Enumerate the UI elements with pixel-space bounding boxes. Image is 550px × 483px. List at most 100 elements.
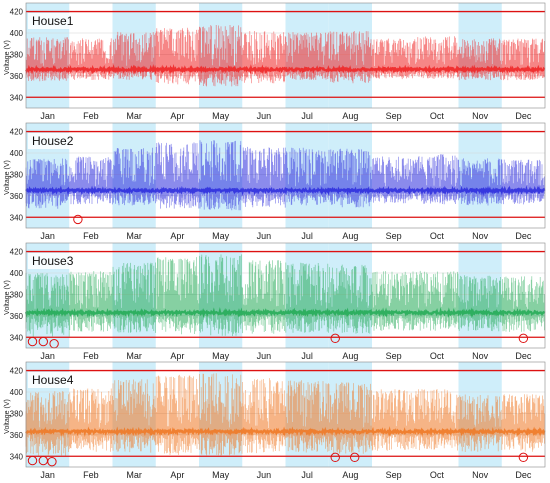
x-tick-label-jul: Jul	[301, 351, 313, 361]
x-tick-label-may: May	[212, 111, 230, 121]
x-tick-label-nov: Nov	[472, 231, 489, 241]
panel-title-bg	[28, 253, 74, 269]
x-tick-label-may: May	[212, 470, 230, 480]
y-tick-label: 360	[10, 312, 24, 321]
x-tick-label-dec: Dec	[515, 351, 532, 361]
y-tick-label: 380	[10, 50, 24, 59]
y-tick-label: 420	[10, 8, 24, 17]
violation-marker-2	[38, 336, 48, 347]
x-tick-label-jun: Jun	[257, 470, 272, 480]
y-tick-label: 340	[10, 452, 24, 461]
y-tick-label: 400	[10, 29, 24, 38]
violation-marker-5	[518, 333, 529, 344]
x-tick-label-may: May	[212, 351, 230, 361]
y-tick-label: 360	[10, 72, 24, 81]
violation-marker-1	[27, 336, 38, 347]
y-axis-label: Voltage (V)	[4, 160, 11, 195]
y-axis-label: Voltage (V)	[4, 399, 11, 434]
y-tick-label: 420	[10, 128, 24, 137]
plot-frame	[25, 2, 546, 109]
plot-frame	[25, 122, 546, 229]
y-tick-label: 400	[10, 269, 24, 278]
x-tick-label-nov: Nov	[472, 470, 489, 480]
x-tick-label-mar: Mar	[126, 351, 142, 361]
x-tick-label-aug: Aug	[342, 111, 358, 121]
x-tick-label-jan: Jan	[40, 351, 55, 361]
panel-title: House4	[32, 373, 74, 387]
x-tick-label-jan: Jan	[40, 111, 55, 121]
x-tick-label-apr: Apr	[170, 351, 184, 361]
x-tick-label-may: May	[212, 231, 230, 241]
voltage-baseline	[25, 426, 546, 438]
x-tick-label-sep: Sep	[386, 231, 402, 241]
panel-title: House1	[32, 14, 74, 28]
voltage-baseline	[25, 185, 546, 197]
x-tick-label-jun: Jun	[257, 351, 272, 361]
panel-title: House3	[32, 254, 74, 268]
x-tick-label-feb: Feb	[83, 111, 99, 121]
violation-marker-1	[27, 455, 38, 466]
violation-marker-1	[73, 214, 83, 225]
panel-2: 340 360 380 400 420 Voltage (V) Jan Feb Mar Apr Ma…	[4, 122, 546, 241]
violation-marker-6	[518, 452, 529, 463]
x-tick-label-dec: Dec	[515, 111, 532, 121]
y-tick-label: 420	[10, 367, 24, 376]
x-tick-label-dec: Dec	[515, 470, 532, 480]
x-tick-label-mar: Mar	[126, 231, 142, 241]
x-tick-label-aug: Aug	[342, 231, 358, 241]
plot-frame	[25, 361, 546, 468]
panel-4: 340 360 380 400 420 Voltage (V) Jan Feb Mar Apr Ma…	[4, 361, 546, 480]
x-tick-label-jan: Jan	[40, 231, 55, 241]
violation-marker-4	[330, 333, 340, 344]
x-tick-label-feb: Feb	[83, 231, 99, 241]
x-tick-label-aug: Aug	[342, 470, 358, 480]
x-tick-label-jan: Jan	[40, 470, 55, 480]
y-tick-label: 400	[10, 388, 24, 397]
x-tick-label-apr: Apr	[170, 231, 184, 241]
panel-title: House2	[32, 134, 74, 148]
y-tick-label: 380	[10, 409, 24, 418]
panel-3: 340 360 380 400 420 Voltage (V) Jan Feb Mar Apr Ma…	[4, 242, 546, 361]
x-tick-label-feb: Feb	[83, 470, 99, 480]
x-tick-label-mar: Mar	[126, 111, 142, 121]
x-tick-label-aug: Aug	[342, 351, 358, 361]
y-tick-label: 360	[10, 192, 24, 201]
x-tick-label-nov: Nov	[472, 111, 489, 121]
panel-title-bg	[28, 13, 74, 29]
x-tick-label-oct: Oct	[430, 231, 445, 241]
y-tick-label: 340	[10, 93, 24, 102]
y-tick-label: 420	[10, 248, 24, 257]
y-tick-label: 340	[10, 213, 24, 222]
plot-frame	[25, 242, 546, 349]
y-tick-label: 380	[10, 170, 24, 179]
panel-1: 340 360 380 400 420 Voltage (V) Jan Feb Mar Apr Ma…	[4, 2, 546, 121]
violation-marker-5	[350, 452, 360, 463]
x-tick-label-jul: Jul	[301, 231, 313, 241]
y-tick-label: 360	[10, 431, 24, 440]
x-tick-label-jun: Jun	[257, 231, 272, 241]
x-tick-label-sep: Sep	[386, 111, 402, 121]
x-tick-label-apr: Apr	[170, 470, 184, 480]
y-tick-label: 340	[10, 333, 24, 342]
violation-marker-3	[47, 456, 57, 467]
x-tick-label-sep: Sep	[386, 470, 402, 480]
x-tick-label-sep: Sep	[386, 351, 402, 361]
panel-title-bg	[28, 372, 74, 388]
voltage-baseline	[25, 64, 546, 75]
x-tick-label-jul: Jul	[301, 470, 313, 480]
x-tick-label-nov: Nov	[472, 351, 489, 361]
x-tick-label-dec: Dec	[515, 231, 532, 241]
x-tick-label-jul: Jul	[301, 111, 313, 121]
y-axis-label: Voltage (V)	[4, 280, 11, 315]
x-tick-label-oct: Oct	[430, 351, 445, 361]
violation-marker-4	[330, 452, 340, 463]
y-axis-label: Voltage (V)	[4, 40, 11, 75]
panel-title-bg	[28, 133, 74, 149]
y-tick-label: 400	[10, 149, 24, 158]
x-tick-label-apr: Apr	[170, 111, 184, 121]
x-tick-label-mar: Mar	[126, 470, 142, 480]
y-tick-label: 380	[10, 290, 24, 299]
x-tick-label-jun: Jun	[257, 111, 272, 121]
voltage-baseline	[24, 306, 546, 319]
